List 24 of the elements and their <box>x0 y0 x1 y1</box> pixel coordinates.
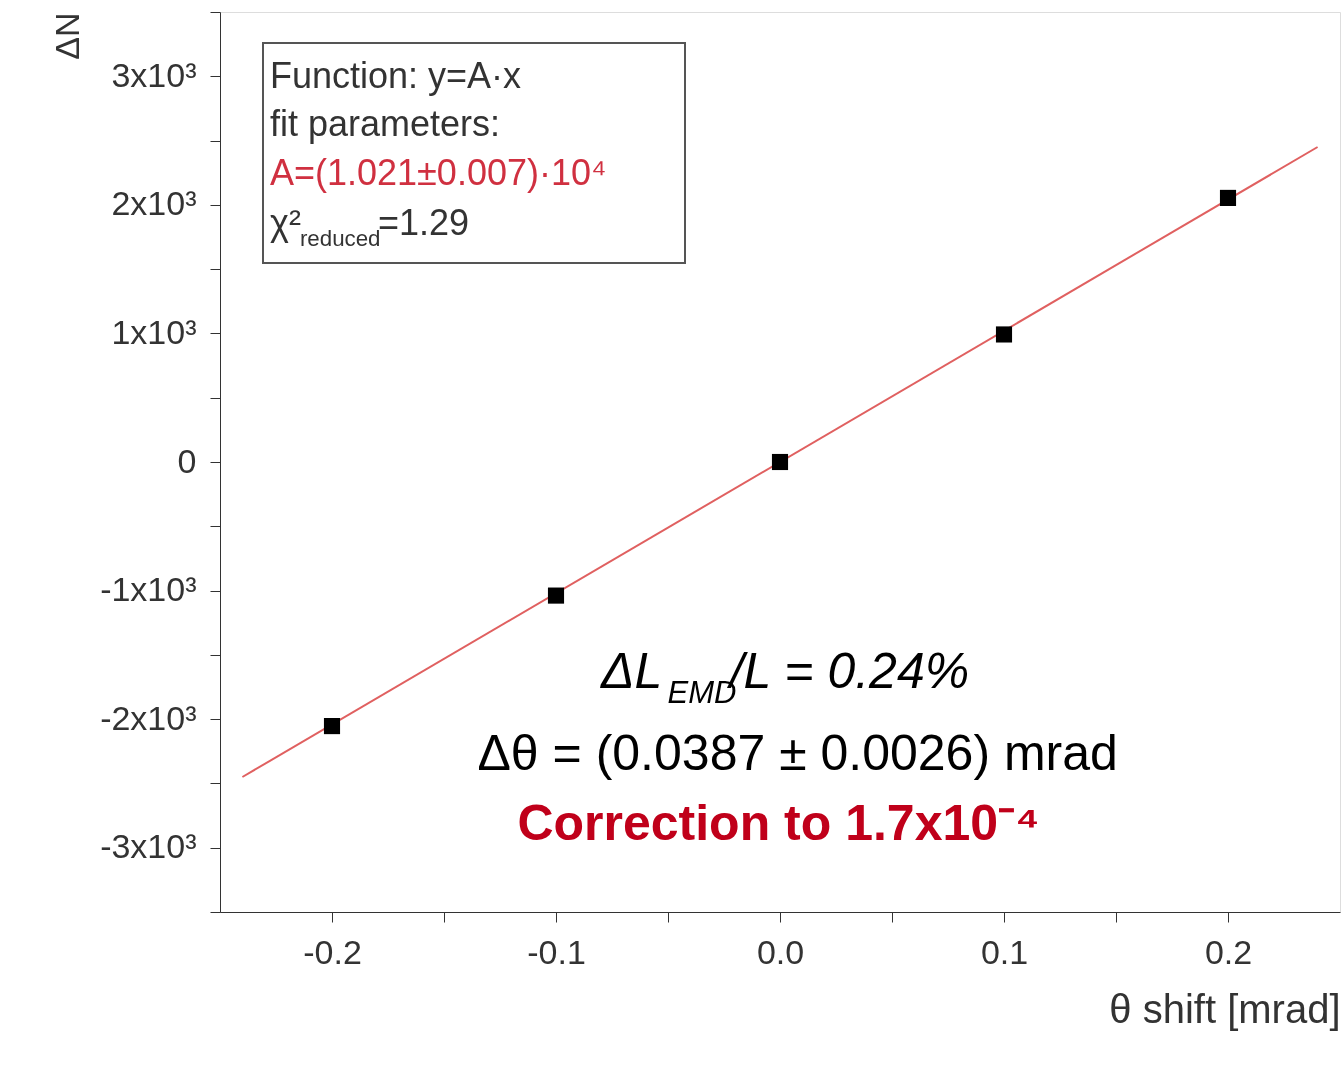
point <box>771 453 789 471</box>
y-tick-label: -1x10³ <box>100 570 197 609</box>
annotation: fit parameters: <box>270 103 501 144</box>
x-tick-label: 0.2 <box>1204 932 1253 971</box>
y-tick-label: -2x10³ <box>100 698 197 737</box>
y-tick-label: -3x10³ <box>100 827 197 866</box>
x-tick-label: 0.0 <box>756 932 805 971</box>
y-tick-label: 2x10³ <box>111 184 197 223</box>
x-axis-title: θ shift [mrad] <box>1109 986 1341 1031</box>
x-tick-label: 0.1 <box>980 932 1029 971</box>
y-axis-title: ΔN <box>48 12 87 60</box>
point <box>995 326 1013 343</box>
annotation: A=(1.021±0.007)·10⁴ <box>270 152 607 193</box>
x-tick-label: -0.1 <box>527 932 586 971</box>
y-tick-label: 1x10³ <box>111 312 197 351</box>
y-tick-label: 0 <box>177 441 197 480</box>
point <box>1219 189 1237 206</box>
annotation: Correction to 1.7x10⁻⁴ <box>517 795 1040 851</box>
annotation: Function: y=A·x <box>270 55 522 96</box>
y-tick-label: 3x10³ <box>111 55 197 94</box>
x-tick-label: -0.2 <box>303 932 362 971</box>
point <box>323 718 341 735</box>
point <box>547 587 565 604</box>
annotation: Δθ = (0.0387 ± 0.0026) mrad <box>477 725 1118 781</box>
